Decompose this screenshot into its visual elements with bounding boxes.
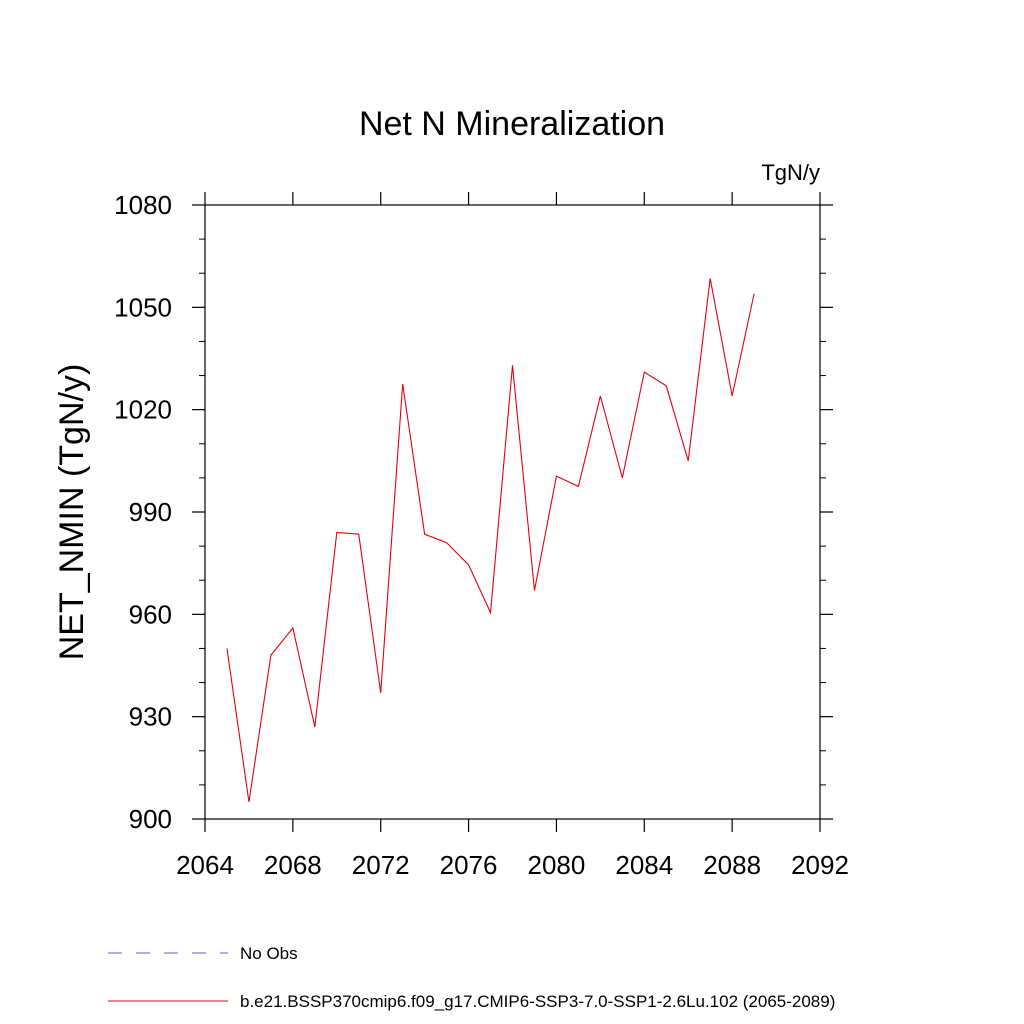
x-tick-label-2080: 2080 — [528, 850, 586, 880]
x-tick-label-2068: 2068 — [264, 850, 322, 880]
series-line-0 — [226, 278, 755, 803]
data-series — [226, 278, 755, 803]
y-tick-label-930: 930 — [129, 702, 172, 732]
x-tick-label-2072: 2072 — [352, 850, 410, 880]
axis-ticks: 2064 2068 2072 2076 2080 2084 2088 2092 900 930 96… — [114, 190, 849, 880]
x-tick-label-2092: 2092 — [791, 850, 849, 880]
y-tick-label-990: 990 — [129, 497, 172, 527]
legend: No Obs b.e21.BSSP370cmip6.f09_g17.CMIP6-… — [108, 944, 835, 1011]
y-tick-label-960: 960 — [129, 599, 172, 629]
y-tick-label-1020: 1020 — [114, 395, 172, 425]
x-tick-label-2076: 2076 — [440, 850, 498, 880]
plot-frame — [204, 204, 821, 820]
y-tick-label-1080: 1080 — [114, 190, 172, 220]
x-tick-label-2084: 2084 — [615, 850, 673, 880]
y-tick-label-900: 900 — [129, 804, 172, 834]
chart-title: Net N Mineralization — [359, 105, 665, 143]
legend-label-series: b.e21.BSSP370cmip6.f09_g17.CMIP6-SSP3-7.… — [240, 992, 835, 1011]
x-tick-label-2088: 2088 — [703, 850, 761, 880]
legend-label-no-obs: No Obs — [240, 944, 298, 963]
units-label: TgN/y — [761, 160, 820, 185]
x-tick-label-2064: 2064 — [176, 850, 234, 880]
y-axis-label: NET_NMIN (TgN/y) — [53, 364, 91, 661]
y-tick-label-1050: 1050 — [114, 292, 172, 322]
